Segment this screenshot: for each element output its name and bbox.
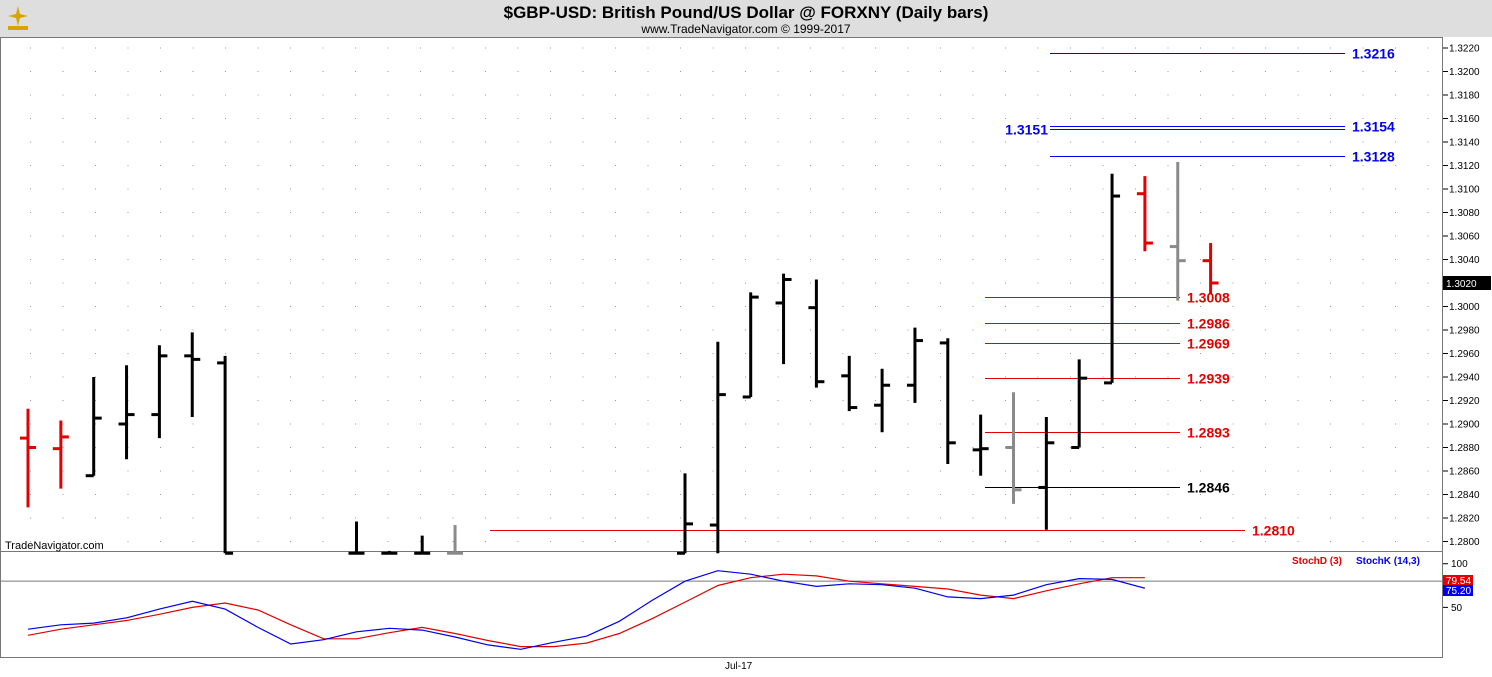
ohlc-bar xyxy=(874,368,891,433)
ohlc-bar xyxy=(381,550,398,555)
price-levels: 1.3216 1.3154 1.3151 1.3128 1.3008 1.2986 1.29… xyxy=(490,46,1395,539)
price-tick-label: 1.2940 xyxy=(1449,373,1480,384)
stoch-tick-label: 100 xyxy=(1451,559,1468,570)
ohlc-bar xyxy=(1038,416,1055,530)
ohlc-bar xyxy=(1071,359,1088,449)
level-label-1.3151: 1.3151 xyxy=(1005,122,1048,138)
price-tick-label: 1.2820 xyxy=(1449,514,1480,525)
legend-stochk: StochK (14,3) xyxy=(1356,556,1420,567)
ohlc-bar xyxy=(184,332,201,417)
ohlc-bar xyxy=(841,355,858,412)
ohlc-bar xyxy=(1005,392,1022,504)
ohlc-bar xyxy=(20,408,36,508)
ohlc-bar xyxy=(414,535,431,555)
level-label-1.2939: 1.2939 xyxy=(1187,371,1230,387)
price-tick-label: 1.3100 xyxy=(1449,185,1480,196)
chart-subtitle: www.TradeNavigator.com © 1999-2017 xyxy=(641,22,851,36)
ohlc-bar xyxy=(677,473,693,555)
x-axis-month-label: Jul-17 xyxy=(725,661,753,672)
level-label-1.3154: 1.3154 xyxy=(1352,119,1395,135)
ohlc-bar xyxy=(1104,173,1121,385)
stoch-series-k xyxy=(27,570,1146,650)
price-tick-label: 1.2960 xyxy=(1449,349,1480,360)
last-price-label: 1.3020 xyxy=(1446,279,1477,290)
level-label-1.2969: 1.2969 xyxy=(1187,336,1230,352)
level-label-1.2810: 1.2810 xyxy=(1252,523,1295,539)
ohlc-bar xyxy=(775,273,792,365)
ohlc-bar xyxy=(348,521,365,555)
ohlc-bar xyxy=(709,341,726,554)
watermark: TradeNavigator.com xyxy=(5,540,104,552)
price-tick-label: 1.2800 xyxy=(1449,537,1480,548)
last-price-box xyxy=(1443,276,1491,290)
ohlc-bar xyxy=(906,327,923,403)
ohlc-bars xyxy=(20,161,1219,555)
ohlc-bar xyxy=(447,525,464,555)
stochastic-panel xyxy=(1,570,1442,650)
price-tick-label: 1.3220 xyxy=(1449,44,1480,55)
ohlc-bar xyxy=(939,338,956,464)
price-tick-label: 1.3160 xyxy=(1449,114,1480,125)
price-tick-label: 1.2840 xyxy=(1449,490,1480,501)
stoch-readout-box xyxy=(1443,575,1473,586)
grid-dots xyxy=(30,47,1429,542)
price-tick-label: 1.3120 xyxy=(1449,161,1480,172)
chart-title: $GBP-USD: British Pound/US Dollar @ FORX… xyxy=(503,3,989,22)
ohlc-bar xyxy=(808,279,825,388)
stoch-readout-box xyxy=(1443,585,1473,596)
price-tick-label: 1.2920 xyxy=(1449,396,1480,407)
level-label-1.2846: 1.2846 xyxy=(1187,480,1230,496)
level-label-1.2986: 1.2986 xyxy=(1187,316,1230,332)
price-tick-label: 1.3000 xyxy=(1449,302,1480,313)
ohlc-bar xyxy=(972,414,989,476)
level-label-1.3008: 1.3008 xyxy=(1187,290,1230,306)
price-tick-label: 1.2900 xyxy=(1449,420,1480,431)
price-tick-label: 1.3080 xyxy=(1449,208,1480,219)
ohlc-bar xyxy=(52,420,69,489)
ohlc-bar xyxy=(1169,161,1186,301)
price-tick-label: 1.3180 xyxy=(1449,91,1480,102)
price-tick-label: 1.2980 xyxy=(1449,326,1480,337)
ohlc-bar xyxy=(85,377,102,478)
level-label-1.3128: 1.3128 xyxy=(1352,149,1395,165)
ohlc-bar xyxy=(1202,243,1219,294)
price-tick-label: 1.2880 xyxy=(1449,443,1480,454)
tradenavigator-logo xyxy=(8,6,28,30)
ohlc-bar xyxy=(742,292,759,399)
level-label-1.2893: 1.2893 xyxy=(1187,425,1230,441)
price-tick-label: 1.3200 xyxy=(1449,67,1480,78)
stoch-readout-label: 79.54 xyxy=(1446,576,1471,587)
stoch-series-d xyxy=(27,573,1145,648)
ohlc-bar xyxy=(217,355,234,555)
price-axis: 1.2800 1.2820 1.2840 1.2860 1.2880 1.2900 1.29… xyxy=(1443,44,1491,548)
legend-stochd: StochD (3) xyxy=(1292,556,1342,567)
level-label-1.3216: 1.3216 xyxy=(1352,46,1395,62)
price-tick-label: 1.3040 xyxy=(1449,255,1480,266)
ohlc-bar xyxy=(151,345,168,439)
indicator-panel-frame xyxy=(0,551,1443,658)
price-tick-label: 1.2860 xyxy=(1449,467,1480,478)
price-tick-label: 1.3060 xyxy=(1449,232,1480,243)
ohlc-bar xyxy=(118,365,135,460)
stoch-readout-label: 75.20 xyxy=(1446,586,1471,597)
ohlc-bar xyxy=(1136,176,1153,252)
title-bar xyxy=(0,0,1492,37)
price-tick-label: 1.3140 xyxy=(1449,138,1480,149)
stoch-tick-label: 50 xyxy=(1451,603,1463,614)
